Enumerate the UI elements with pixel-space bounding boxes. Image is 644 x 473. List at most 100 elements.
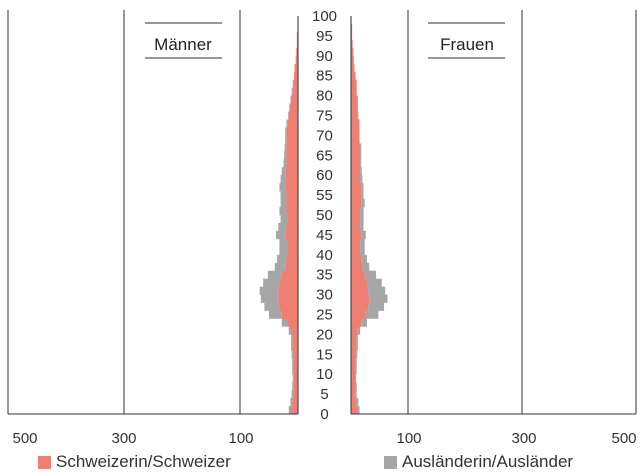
men-x-tick-300: 300 bbox=[111, 430, 136, 447]
women-bar-swiss-age-44 bbox=[351, 230, 362, 240]
men-bar-foreign-age-78 bbox=[290, 95, 292, 104]
men-bar-foreign-age-66 bbox=[284, 143, 287, 152]
men-bar-foreign-age-38 bbox=[277, 254, 287, 264]
men-bar-foreign-age-72 bbox=[286, 119, 288, 128]
age-tick-25: 25 bbox=[316, 307, 333, 324]
men-bar-swiss-age-48 bbox=[287, 215, 298, 224]
women-bar-swiss-age-84 bbox=[351, 71, 356, 80]
women-bar-swiss-age-6 bbox=[351, 382, 356, 391]
men-bar-swiss-age-86 bbox=[294, 63, 298, 73]
women-bar-swiss-age-12 bbox=[351, 358, 356, 367]
women-x-tick-500: 500 bbox=[611, 430, 636, 447]
men-bar-foreign-age-52 bbox=[280, 199, 287, 208]
women-bar-foreign-age-2 bbox=[356, 398, 359, 407]
legend-swatch-swiss bbox=[38, 455, 51, 469]
men-bar-swiss-age-94 bbox=[296, 31, 298, 41]
men-bar-foreign-age-4 bbox=[291, 390, 294, 399]
women-bar-foreign-age-48 bbox=[360, 215, 364, 224]
age-tick-15: 15 bbox=[316, 346, 333, 363]
men-bar-swiss-age-74 bbox=[288, 111, 298, 120]
men-bar-swiss-age-56 bbox=[285, 183, 298, 192]
age-tick-5: 5 bbox=[320, 386, 328, 403]
women-bar-foreign-age-58 bbox=[360, 175, 363, 184]
age-tick-50: 50 bbox=[316, 207, 333, 224]
women-bar-swiss-age-66 bbox=[351, 143, 361, 152]
women-bar-swiss-age-8 bbox=[351, 374, 355, 383]
men-bar-foreign-age-10 bbox=[292, 366, 294, 375]
men-bar-swiss-age-44 bbox=[285, 230, 298, 240]
men-bar-swiss-age-66 bbox=[286, 143, 298, 152]
women-bar-foreign-age-16 bbox=[356, 342, 358, 351]
women-bar-foreign-age-4 bbox=[355, 390, 357, 399]
men-bar-foreign-age-44 bbox=[275, 230, 286, 240]
women-bar-foreign-age-12 bbox=[355, 358, 357, 367]
men-bar-swiss-age-0 bbox=[291, 406, 298, 415]
axes-layer: 0 5 10 15 20 25 30 35 40 45 50 55 60 65 70 75 80 85 90 95 10… bbox=[8, 8, 636, 423]
women-bar-foreign-age-18 bbox=[356, 334, 358, 343]
women-bar-swiss-age-14 bbox=[351, 350, 357, 359]
women-bar-swiss-age-68 bbox=[351, 135, 359, 144]
men-bar-foreign-age-62 bbox=[283, 159, 287, 168]
men-bar-swiss-age-46 bbox=[286, 222, 298, 232]
grid-lines bbox=[7, 10, 637, 414]
men-bar-foreign-age-60 bbox=[281, 167, 286, 176]
men-bar-foreign-age-2 bbox=[290, 398, 293, 407]
women-bar-foreign-age-64 bbox=[360, 151, 362, 160]
legend-item-foreign: Ausländerin/Ausländer bbox=[384, 452, 573, 472]
men-bar-swiss-age-16 bbox=[292, 342, 298, 351]
men-bar-foreign-age-76 bbox=[289, 103, 290, 112]
men-bar-swiss-age-82 bbox=[293, 79, 298, 88]
women-bar-swiss-age-22 bbox=[351, 318, 362, 327]
age-tick-0: 0 bbox=[320, 406, 328, 423]
men-bar-foreign-age-54 bbox=[280, 191, 287, 200]
men-bar-swiss-age-84 bbox=[293, 71, 298, 80]
men-bar-swiss-age-32 bbox=[279, 278, 298, 287]
legend-label-foreign: Ausländerin/Ausländer bbox=[402, 452, 574, 471]
women-x-tick-100: 100 bbox=[396, 430, 421, 447]
women-bar-swiss-age-32 bbox=[351, 278, 367, 287]
women-bar-swiss-age-30 bbox=[351, 286, 369, 295]
legend-swatch-foreign bbox=[384, 455, 397, 469]
women-bar-foreign-age-8 bbox=[354, 374, 357, 383]
men-bar-foreign-age-6 bbox=[292, 382, 294, 391]
men-bar-swiss-age-22 bbox=[287, 318, 298, 327]
women-bar-foreign-age-26 bbox=[368, 302, 385, 311]
age-tick-95: 95 bbox=[316, 28, 333, 45]
men-bar-foreign-age-56 bbox=[279, 183, 286, 192]
men-bar-swiss-age-68 bbox=[286, 135, 298, 144]
men-panel-title: Männer bbox=[154, 35, 212, 54]
women-bar-swiss-age-64 bbox=[351, 151, 361, 160]
women-bar-swiss-age-74 bbox=[351, 111, 358, 120]
women-bar-swiss-age-60 bbox=[351, 167, 361, 176]
women-bar-foreign-age-74 bbox=[357, 111, 359, 120]
women-bar-foreign-age-52 bbox=[361, 199, 365, 208]
women-bar-foreign-age-54 bbox=[361, 191, 364, 200]
women-bar-swiss-age-26 bbox=[351, 302, 369, 311]
women-bar-swiss-age-50 bbox=[351, 207, 361, 216]
men-bar-foreign-age-30 bbox=[259, 286, 279, 295]
men-bar-swiss-age-38 bbox=[286, 254, 298, 264]
men-bar-swiss-age-18 bbox=[292, 334, 298, 343]
women-bar-foreign-age-32 bbox=[366, 278, 382, 287]
women-bar-swiss-age-82 bbox=[351, 79, 357, 88]
legend-item-swiss: Schweizerin/Schweizer bbox=[38, 452, 231, 472]
women-bar-swiss-age-76 bbox=[351, 103, 358, 112]
men-bar-swiss-age-64 bbox=[286, 151, 298, 160]
men-bar-foreign-age-32 bbox=[263, 278, 280, 287]
women-bar-swiss-age-2 bbox=[351, 398, 357, 407]
age-tick-55: 55 bbox=[316, 187, 333, 204]
women-bar-swiss-age-34 bbox=[351, 270, 365, 279]
women-bar-foreign-age-72 bbox=[358, 119, 360, 128]
women-bar-swiss-age-54 bbox=[351, 191, 362, 200]
women-bar-foreign-age-42 bbox=[360, 238, 365, 248]
age-tick-20: 20 bbox=[316, 326, 333, 343]
men-bar-foreign-age-8 bbox=[292, 374, 294, 383]
men-bar-foreign-age-58 bbox=[280, 175, 286, 184]
age-tick-10: 10 bbox=[316, 366, 333, 383]
women-bar-foreign-age-28 bbox=[369, 294, 388, 303]
men-bar-foreign-age-64 bbox=[284, 151, 287, 160]
men-bar-foreign-age-50 bbox=[279, 207, 287, 216]
women-bar-swiss-age-94 bbox=[351, 31, 353, 41]
men-bar-foreign-age-42 bbox=[279, 238, 288, 248]
